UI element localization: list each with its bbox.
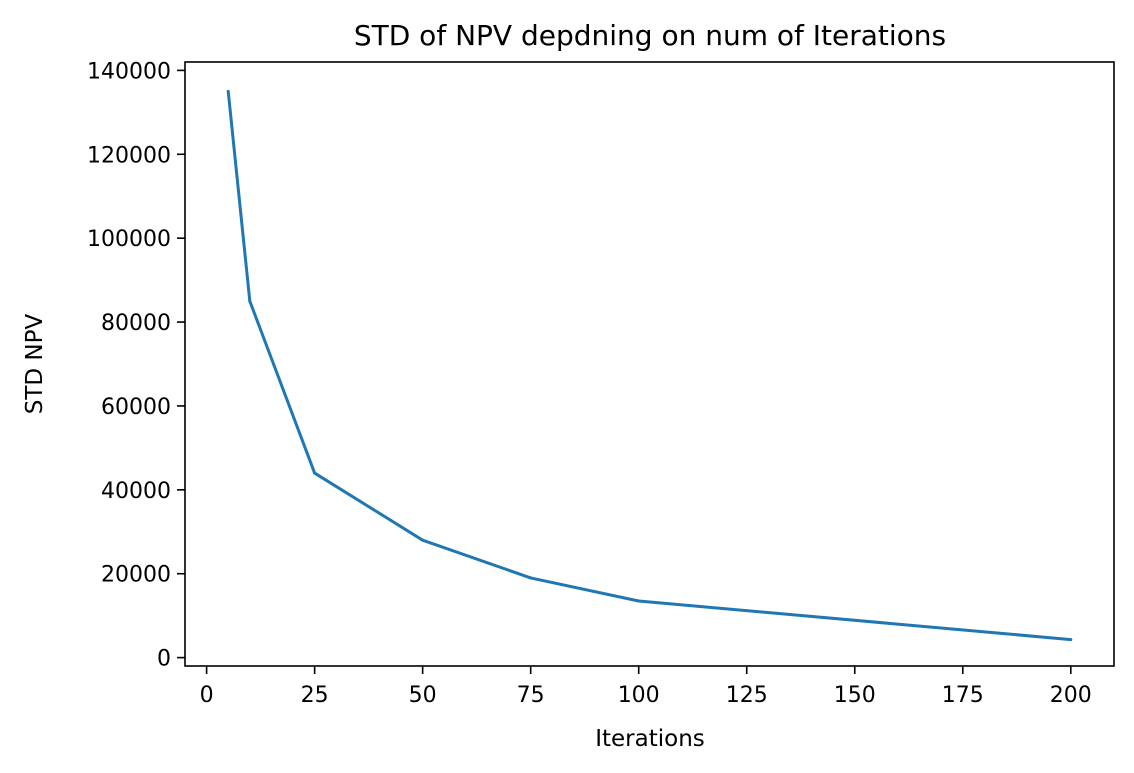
x-tick-label: 200	[1050, 683, 1092, 708]
y-axis-label: STD NPV	[22, 313, 48, 414]
x-tick-label: 0	[200, 683, 214, 708]
y-tick-label: 20000	[101, 563, 171, 588]
x-tick-label: 100	[618, 683, 660, 708]
data-point	[248, 299, 252, 303]
y-axis-ticks: 0 20000 40000 60000 80000 100000 120000 140000	[87, 59, 185, 672]
y-tick-label: 40000	[101, 479, 171, 504]
data-point	[421, 538, 425, 542]
data-point	[637, 599, 641, 603]
plot-frame	[184, 61, 1115, 667]
x-tick-label: 25	[301, 683, 329, 708]
y-tick-label: 80000	[101, 311, 171, 336]
x-axis-label: Iterations	[595, 726, 705, 752]
data-point	[529, 576, 533, 580]
x-axis-ticks: 0 25 50 75 100 125 150 175 200	[200, 666, 1092, 708]
data-point	[1069, 638, 1073, 642]
x-tick-label: 75	[517, 683, 545, 708]
y-tick-label: 120000	[87, 143, 171, 168]
x-tick-label: 150	[834, 683, 876, 708]
x-tick-label: 125	[726, 683, 768, 708]
y-tick-label: 60000	[101, 395, 171, 420]
x-tick-label: 50	[409, 683, 437, 708]
series-layer	[226, 89, 1073, 642]
chart-title: STD of NPV depdning on num of Iterations	[354, 19, 946, 52]
x-tick-label: 175	[942, 683, 984, 708]
y-tick-label: 100000	[87, 227, 171, 252]
data-point	[313, 471, 317, 475]
y-tick-label: 0	[157, 647, 171, 672]
y-tick-label: 140000	[87, 59, 171, 84]
data-point	[226, 89, 230, 93]
